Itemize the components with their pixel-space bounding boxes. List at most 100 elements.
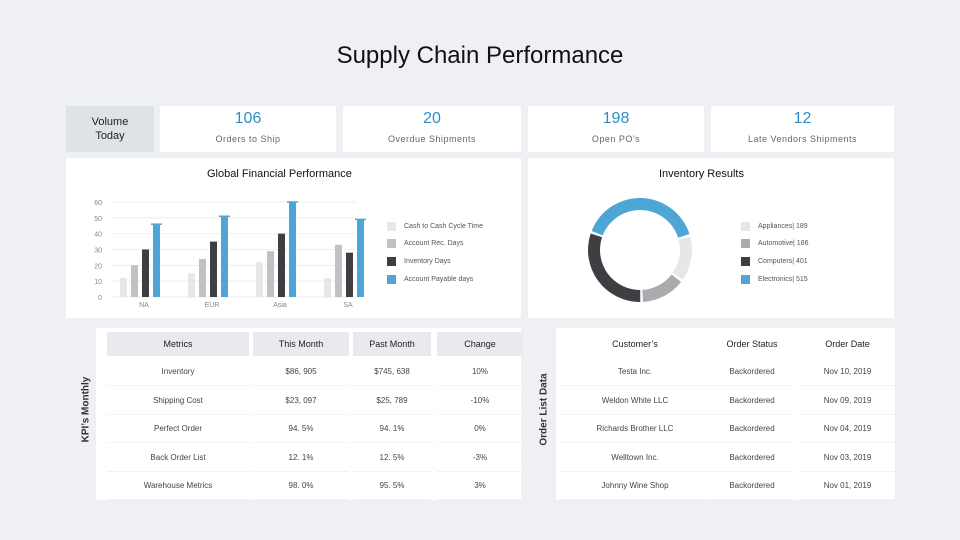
order-table-cell: Johnny Wine Shop (560, 472, 710, 500)
kpi-table-cell: $23, 097 (253, 387, 349, 415)
order-table-cell: Backordered (712, 444, 792, 472)
legend-item: Automotive| 186 (741, 239, 808, 248)
bar (131, 265, 138, 297)
y-tick-label: 10 (94, 279, 102, 286)
order-header-customer: Customer’s (560, 332, 710, 356)
legend-item: Account Payable days (387, 275, 473, 284)
financial-title: Global Financial Performance (207, 168, 352, 180)
order-table-cell: Welltown Inc. (560, 444, 710, 472)
kpi-table-cell: $86, 905 (253, 358, 349, 386)
order-table-cell: Weldon White LLC (560, 387, 710, 415)
order-table-cell: Nov 03, 2019 (800, 444, 895, 472)
financial-bar-chart: 0 10 20 30 40 50 60 NA EUR Asia SA (94, 200, 366, 309)
kpi-table-cell: -3% (437, 444, 523, 472)
page-title: Supply Chain Performance (336, 42, 624, 69)
kpi-header-metrics: Metrics (107, 332, 249, 356)
kpi-table-side-label: KPI’s Monthly (80, 376, 92, 443)
legend-item: Inventory Days (387, 257, 451, 266)
legend-swatch (387, 257, 396, 266)
legend-swatch (387, 239, 396, 248)
kpi-table-cell: 10% (437, 358, 523, 386)
order-header-date: Order Date (800, 332, 895, 356)
bar (278, 233, 285, 297)
order-table-cell: Nov 04, 2019 (800, 415, 895, 443)
legend-item: Electronics| 515 (741, 275, 808, 284)
kpi-table-cell: 0% (437, 415, 523, 443)
kpi-table-cell: 98. 0% (253, 472, 349, 500)
order-table-cell: Testa Inc. (560, 358, 710, 386)
kpi-header-this-month: This Month (253, 332, 349, 356)
volume-today-label: Volume Today (66, 106, 154, 152)
kpi-table-cell: Warehouse Metrics (107, 472, 249, 500)
kpi-value: 12 (793, 110, 812, 127)
donut-slice-automotive (642, 274, 682, 302)
kpi-header-change: Change (437, 332, 523, 356)
kpi-table-cell: Back Order List (107, 444, 249, 472)
legend-swatch (741, 222, 750, 231)
bar (357, 219, 364, 297)
x-tick-label: EUR (205, 302, 220, 309)
y-tick-label: 50 (94, 216, 102, 223)
y-tick-label: 20 (94, 263, 102, 270)
kpi-table-cell: 12. 5% (353, 444, 431, 472)
bar (289, 202, 296, 297)
x-tick-label: NA (139, 302, 149, 309)
kpi-header-past-month: Past Month (353, 332, 431, 356)
kpi-table-cell: $25, 789 (353, 387, 431, 415)
donut-slice-computers (588, 233, 641, 302)
legend-swatch (741, 257, 750, 266)
kpi-overdue-shipments: 20 Overdue Shipments (343, 106, 521, 152)
kpi-value: 198 (602, 110, 630, 127)
order-table-cell: Backordered (712, 415, 792, 443)
order-table-cell: Richards Brother LLC (560, 415, 710, 443)
order-table-cell: Nov 09, 2019 (800, 387, 895, 415)
order-table-cell: Backordered (712, 472, 792, 500)
kpi-table-cell: 3% (437, 472, 523, 500)
y-tick-label: 40 (94, 232, 102, 239)
x-tick-label: SA (343, 302, 353, 309)
bar (199, 259, 206, 297)
legend-label: Account Rec. Days (404, 240, 464, 247)
inventory-title: Inventory Results (659, 168, 744, 180)
kpi-label: Overdue Shipments (387, 134, 477, 144)
y-tick-label: 30 (94, 248, 102, 255)
kpi-label: Orders to Ship (215, 134, 281, 144)
legend-label: Automotive| 186 (758, 240, 809, 247)
bar (153, 224, 160, 297)
legend-item: Appliances| 189 (741, 222, 808, 231)
inventory-donut-chart (588, 198, 692, 302)
legend-swatch (741, 239, 750, 248)
kpi-table-cell: Perfect Order (107, 415, 249, 443)
legend-label: Appliances| 189 (758, 223, 808, 230)
inventory-panel (528, 158, 894, 318)
bar (346, 252, 353, 297)
legend-swatch (387, 222, 396, 231)
volume-today-text: Volume Today (91, 116, 129, 142)
kpi-value: 20 (423, 110, 441, 127)
kpi-table-cell: 95. 5% (353, 472, 431, 500)
bar (324, 278, 331, 297)
order-header-status: Order Status (712, 332, 792, 356)
bar (210, 241, 217, 297)
kpi-label: Late Vendors Shipments (747, 134, 858, 144)
legend-swatch (387, 275, 396, 284)
bar (221, 216, 228, 297)
legend-label: Computers| 401 (758, 258, 808, 265)
order-table-cell: Backordered (712, 387, 792, 415)
order-table-side-label: Order List Data (538, 373, 550, 446)
bar (142, 249, 149, 297)
order-table-cell: Backordered (712, 358, 792, 386)
kpi-table-cell: 94. 5% (253, 415, 349, 443)
y-tick-label: 0 (98, 295, 102, 302)
kpi-table-cell: Inventory (107, 358, 249, 386)
kpi-table-cell: $745, 638 (353, 358, 431, 386)
legend-label: Electronics| 515 (758, 276, 808, 283)
order-table-cell: Nov 10, 2019 (800, 358, 895, 386)
bar (256, 262, 263, 297)
kpi-table-cell: -10% (437, 387, 523, 415)
bar (188, 273, 195, 297)
kpi-orders-to-ship: 106 Orders to Ship (160, 106, 336, 152)
y-tick-label: 60 (94, 200, 102, 207)
legend-item: Cash to Cash Cycle Time (387, 222, 483, 231)
legend-swatch (741, 275, 750, 284)
